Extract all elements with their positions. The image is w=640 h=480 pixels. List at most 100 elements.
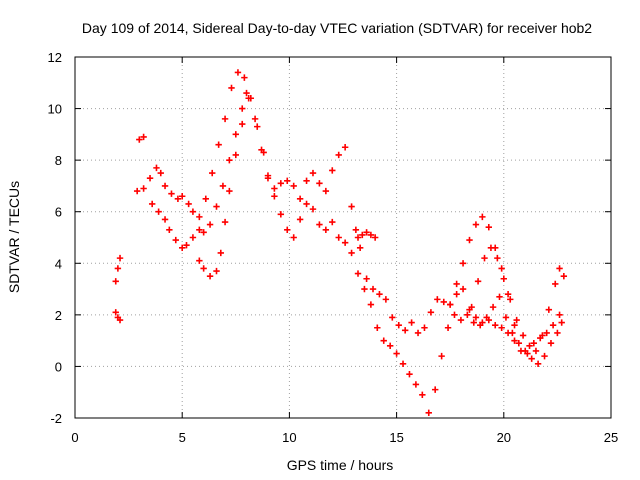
data-point bbox=[303, 200, 310, 208]
data-point bbox=[451, 311, 458, 319]
y-tick-label: 0 bbox=[55, 359, 62, 374]
data-point bbox=[509, 329, 516, 337]
data-point bbox=[183, 242, 190, 249]
data-point bbox=[545, 306, 553, 313]
data-point bbox=[290, 182, 297, 190]
data-point bbox=[284, 226, 291, 233]
data-point bbox=[335, 234, 342, 241]
data-point bbox=[219, 182, 227, 190]
x-tick-label: 20 bbox=[497, 430, 511, 445]
y-tick-label: 2 bbox=[55, 308, 62, 323]
data-point bbox=[457, 316, 465, 324]
data-point bbox=[316, 221, 323, 228]
data-point bbox=[440, 298, 447, 306]
data-point bbox=[547, 340, 555, 347]
data-point bbox=[556, 311, 563, 319]
data-point bbox=[226, 156, 233, 164]
x-tick-label: 10 bbox=[282, 430, 296, 445]
data-point bbox=[196, 257, 203, 264]
axes: 0 5 10 15 20 25 -2 0 2 4 6 8 10 12 bbox=[48, 50, 619, 445]
data-point bbox=[419, 391, 426, 398]
data-point bbox=[329, 167, 336, 174]
data-point bbox=[498, 324, 505, 331]
data-point bbox=[221, 218, 229, 226]
data-point bbox=[232, 151, 239, 159]
data-point bbox=[133, 187, 141, 195]
data-points bbox=[112, 69, 568, 417]
chart-title: Day 109 of 2014, Sidereal Day-to-day VTE… bbox=[82, 20, 592, 36]
data-point bbox=[549, 321, 557, 329]
data-point bbox=[393, 350, 400, 357]
data-point bbox=[513, 316, 520, 324]
data-point bbox=[254, 123, 261, 130]
data-point bbox=[239, 105, 246, 112]
data-point bbox=[202, 195, 209, 203]
data-point bbox=[271, 185, 278, 192]
series-9 bbox=[354, 229, 379, 241]
data-point bbox=[179, 193, 186, 200]
data-point bbox=[206, 272, 214, 280]
data-point bbox=[296, 195, 304, 203]
y-tick-label: 6 bbox=[55, 205, 62, 220]
data-point bbox=[179, 244, 186, 252]
data-point bbox=[412, 381, 420, 388]
data-point bbox=[354, 234, 362, 241]
data-point bbox=[172, 236, 179, 244]
data-point bbox=[359, 231, 366, 239]
data-point bbox=[243, 89, 250, 97]
data-point bbox=[498, 265, 505, 272]
data-point bbox=[485, 223, 492, 231]
data-point bbox=[206, 221, 214, 228]
plot-frame bbox=[74, 56, 612, 419]
data-point bbox=[361, 285, 368, 293]
data-point bbox=[245, 95, 252, 102]
data-point bbox=[239, 120, 246, 128]
data-point bbox=[168, 190, 175, 197]
data-point bbox=[399, 360, 407, 368]
y-tick-label: 4 bbox=[55, 256, 62, 271]
data-point bbox=[226, 187, 233, 195]
data-point bbox=[406, 370, 413, 378]
data-point bbox=[504, 291, 512, 298]
data-point bbox=[464, 311, 471, 319]
data-point bbox=[322, 187, 330, 195]
data-point bbox=[395, 321, 402, 329]
data-point bbox=[112, 278, 119, 285]
data-point bbox=[284, 177, 291, 184]
data-point bbox=[322, 226, 330, 233]
data-point bbox=[541, 352, 548, 360]
data-point bbox=[116, 254, 124, 262]
y-axis-label: SDTVAR / TECUs bbox=[6, 181, 22, 293]
data-point bbox=[232, 131, 239, 138]
data-point bbox=[221, 115, 229, 123]
data-point bbox=[534, 360, 542, 368]
data-point bbox=[468, 303, 475, 311]
data-point bbox=[500, 275, 507, 282]
data-point bbox=[519, 332, 527, 339]
data-point bbox=[487, 244, 495, 252]
data-point bbox=[447, 301, 454, 308]
x-tick-label: 15 bbox=[389, 430, 403, 445]
series-3 bbox=[136, 133, 147, 143]
data-point bbox=[114, 265, 122, 272]
data-point bbox=[112, 309, 119, 316]
data-point bbox=[472, 314, 480, 321]
data-point bbox=[296, 216, 304, 223]
data-point bbox=[425, 409, 432, 417]
data-point bbox=[414, 329, 422, 337]
data-point bbox=[341, 144, 349, 151]
data-point bbox=[200, 265, 207, 272]
data-point bbox=[303, 177, 310, 184]
data-point bbox=[277, 211, 285, 218]
x-tick-label: 25 bbox=[604, 430, 618, 445]
data-point bbox=[556, 265, 563, 272]
data-point bbox=[213, 203, 220, 210]
data-point bbox=[215, 141, 222, 148]
data-point bbox=[444, 324, 452, 331]
x-tick-label: 0 bbox=[71, 430, 78, 445]
data-point bbox=[264, 172, 272, 179]
series-8 bbox=[468, 244, 568, 355]
data-point bbox=[427, 309, 435, 316]
data-point bbox=[155, 208, 162, 215]
data-point bbox=[166, 226, 173, 233]
